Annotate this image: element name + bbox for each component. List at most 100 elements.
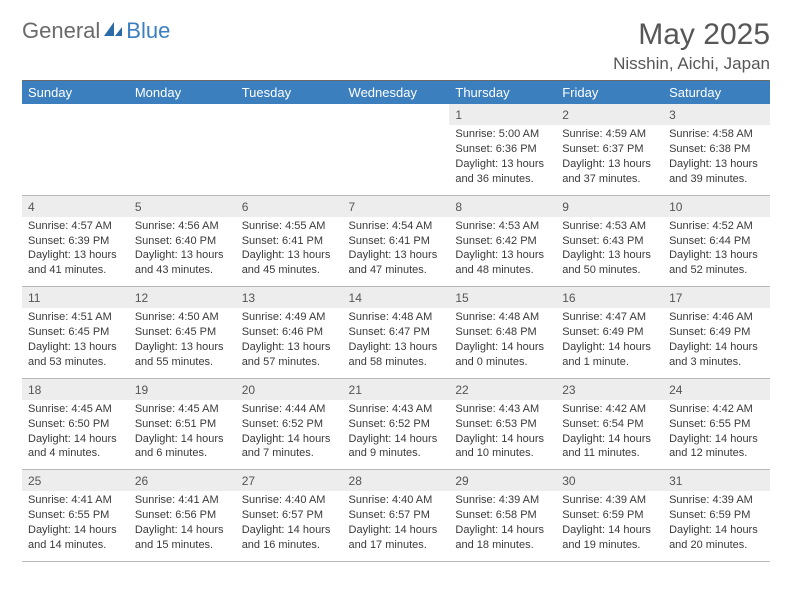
day-number-cell: 15 (449, 287, 556, 309)
sunset-line: Sunset: 6:36 PM (455, 142, 550, 157)
daylight-line-2: and 18 minutes. (455, 538, 550, 553)
sunset-line: Sunset: 6:41 PM (242, 234, 337, 249)
sunset-line: Sunset: 6:37 PM (562, 142, 657, 157)
daylight-line-2: and 16 minutes. (242, 538, 337, 553)
day-details-cell: Sunrise: 4:41 AMSunset: 6:56 PMDaylight:… (129, 491, 236, 561)
day-details-cell: Sunrise: 4:57 AMSunset: 6:39 PMDaylight:… (22, 217, 129, 287)
day-number-cell (236, 104, 343, 125)
sunset-line: Sunset: 6:40 PM (135, 234, 230, 249)
day-number-cell: 2 (556, 104, 663, 125)
sunset-line: Sunset: 6:46 PM (242, 325, 337, 340)
sunrise-line: Sunrise: 4:43 AM (455, 402, 550, 417)
daylight-line-2: and 3 minutes. (669, 355, 764, 370)
day-number-cell: 24 (663, 378, 770, 400)
sunset-line: Sunset: 6:58 PM (455, 508, 550, 523)
daylight-line-1: Daylight: 14 hours (455, 340, 550, 355)
daylight-line-1: Daylight: 14 hours (349, 432, 444, 447)
day-details-cell: Sunrise: 4:39 AMSunset: 6:59 PMDaylight:… (556, 491, 663, 561)
day-details-cell: Sunrise: 4:44 AMSunset: 6:52 PMDaylight:… (236, 400, 343, 470)
day-details-cell: Sunrise: 4:42 AMSunset: 6:55 PMDaylight:… (663, 400, 770, 470)
daylight-line-2: and 39 minutes. (669, 172, 764, 187)
day-details-cell: Sunrise: 4:48 AMSunset: 6:48 PMDaylight:… (449, 308, 556, 378)
day-number-cell: 30 (556, 470, 663, 492)
daylight-line-2: and 6 minutes. (135, 446, 230, 461)
daylight-line-1: Daylight: 13 hours (455, 157, 550, 172)
day-details-cell: Sunrise: 4:40 AMSunset: 6:57 PMDaylight:… (343, 491, 450, 561)
day-number-cell: 7 (343, 195, 450, 217)
sunset-line: Sunset: 6:54 PM (562, 417, 657, 432)
daylight-line-1: Daylight: 14 hours (455, 432, 550, 447)
sunrise-line: Sunrise: 4:42 AM (669, 402, 764, 417)
daylight-line-1: Daylight: 13 hours (562, 248, 657, 263)
sunset-line: Sunset: 6:49 PM (669, 325, 764, 340)
sunrise-line: Sunrise: 5:00 AM (455, 127, 550, 142)
day-details-cell: Sunrise: 4:43 AMSunset: 6:52 PMDaylight:… (343, 400, 450, 470)
daylight-line-1: Daylight: 13 hours (669, 157, 764, 172)
day-number-cell: 5 (129, 195, 236, 217)
sunrise-line: Sunrise: 4:48 AM (349, 310, 444, 325)
day-number-cell: 21 (343, 378, 450, 400)
calendar-body: 123 Sunrise: 5:00 AMSunset: 6:36 PMDayli… (22, 104, 770, 561)
day-number-cell: 8 (449, 195, 556, 217)
daylight-line-2: and 48 minutes. (455, 263, 550, 278)
day-details-cell: Sunrise: 4:59 AMSunset: 6:37 PMDaylight:… (556, 125, 663, 195)
daylight-line-1: Daylight: 13 hours (349, 248, 444, 263)
daylight-line-1: Daylight: 14 hours (669, 432, 764, 447)
day-number-cell: 27 (236, 470, 343, 492)
day-header: Saturday (663, 81, 770, 105)
day-header: Wednesday (343, 81, 450, 105)
logo-text-2: Blue (126, 18, 170, 44)
daylight-line-2: and 12 minutes. (669, 446, 764, 461)
daylight-line-1: Daylight: 14 hours (669, 340, 764, 355)
day-details-cell (236, 125, 343, 195)
sunrise-line: Sunrise: 4:39 AM (455, 493, 550, 508)
daylight-line-1: Daylight: 13 hours (349, 340, 444, 355)
sunrise-line: Sunrise: 4:39 AM (669, 493, 764, 508)
day-number-cell: 13 (236, 287, 343, 309)
day-number-cell: 28 (343, 470, 450, 492)
sunset-line: Sunset: 6:49 PM (562, 325, 657, 340)
sunset-line: Sunset: 6:59 PM (669, 508, 764, 523)
day-details-cell: Sunrise: 4:58 AMSunset: 6:38 PMDaylight:… (663, 125, 770, 195)
day-number-cell: 9 (556, 195, 663, 217)
daylight-line-2: and 19 minutes. (562, 538, 657, 553)
sunrise-line: Sunrise: 4:40 AM (242, 493, 337, 508)
sunrise-line: Sunrise: 4:52 AM (669, 219, 764, 234)
day-number-cell: 26 (129, 470, 236, 492)
day-number-cell: 17 (663, 287, 770, 309)
day-number-cell: 20 (236, 378, 343, 400)
day-details-cell: Sunrise: 4:50 AMSunset: 6:45 PMDaylight:… (129, 308, 236, 378)
day-header: Thursday (449, 81, 556, 105)
day-details-cell (343, 125, 450, 195)
daylight-line-2: and 36 minutes. (455, 172, 550, 187)
daylight-line-2: and 9 minutes. (349, 446, 444, 461)
daylight-line-2: and 0 minutes. (455, 355, 550, 370)
sunrise-line: Sunrise: 4:47 AM (562, 310, 657, 325)
daylight-line-1: Daylight: 14 hours (562, 340, 657, 355)
daynum-row: 45678910 (22, 195, 770, 217)
details-row: Sunrise: 4:45 AMSunset: 6:50 PMDaylight:… (22, 400, 770, 470)
daylight-line-1: Daylight: 14 hours (562, 523, 657, 538)
calendar-table: SundayMondayTuesdayWednesdayThursdayFrid… (22, 80, 770, 562)
day-number-cell: 25 (22, 470, 129, 492)
location: Nisshin, Aichi, Japan (613, 54, 770, 74)
daylight-line-1: Daylight: 14 hours (242, 523, 337, 538)
daynum-row: 25262728293031 (22, 470, 770, 492)
daylight-line-1: Daylight: 14 hours (455, 523, 550, 538)
daylight-line-2: and 53 minutes. (28, 355, 123, 370)
sunset-line: Sunset: 6:52 PM (349, 417, 444, 432)
daylight-line-2: and 14 minutes. (28, 538, 123, 553)
sunset-line: Sunset: 6:42 PM (455, 234, 550, 249)
sunset-line: Sunset: 6:43 PM (562, 234, 657, 249)
daylight-line-1: Daylight: 13 hours (135, 248, 230, 263)
daylight-line-1: Daylight: 13 hours (455, 248, 550, 263)
day-number-cell: 19 (129, 378, 236, 400)
sunrise-line: Sunrise: 4:58 AM (669, 127, 764, 142)
daylight-line-1: Daylight: 13 hours (28, 248, 123, 263)
sunset-line: Sunset: 6:50 PM (28, 417, 123, 432)
sunrise-line: Sunrise: 4:55 AM (242, 219, 337, 234)
day-details-cell: Sunrise: 4:53 AMSunset: 6:42 PMDaylight:… (449, 217, 556, 287)
day-number-cell: 6 (236, 195, 343, 217)
daylight-line-1: Daylight: 14 hours (669, 523, 764, 538)
day-details-cell (22, 125, 129, 195)
